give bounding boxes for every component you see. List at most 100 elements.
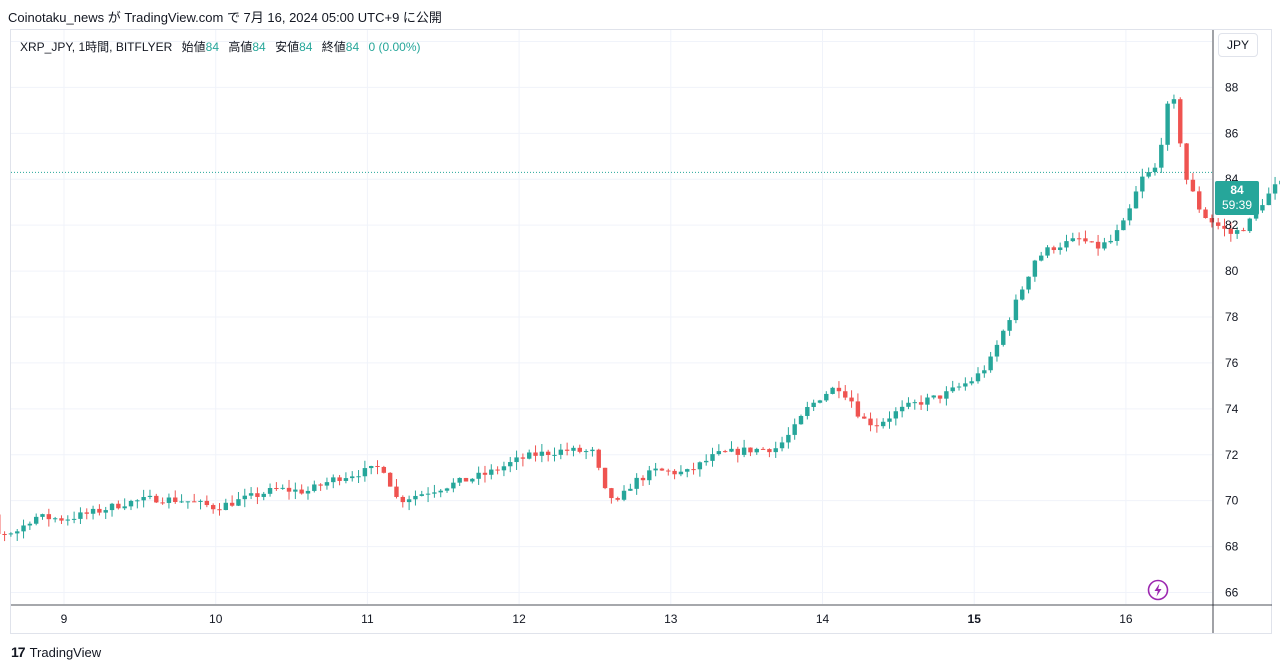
candle-body (331, 477, 336, 483)
candle-body (735, 448, 741, 455)
candle-body (748, 447, 753, 453)
y-tick-label: 72 (1225, 448, 1239, 462)
candle-body (71, 518, 77, 520)
legend-high-value: 84 (252, 40, 266, 54)
candle-body (552, 454, 557, 456)
bar-countdown: 59:39 (1221, 198, 1253, 212)
candle-body (248, 493, 254, 496)
candle-body (1095, 241, 1101, 249)
candle-body (337, 477, 342, 481)
candle-body (640, 477, 646, 481)
candle-body (52, 518, 58, 520)
candle-body (862, 416, 867, 419)
candle-body (318, 484, 323, 486)
x-tick-label: 11 (361, 612, 374, 626)
candle-body (963, 383, 968, 387)
candle-body (343, 478, 349, 481)
candle-body (1102, 242, 1107, 249)
candle-body (817, 400, 823, 403)
candle-body (508, 462, 513, 467)
candle-body (710, 454, 715, 461)
candle-body (432, 492, 437, 494)
candle-body (798, 415, 804, 425)
candle-body (1203, 209, 1208, 219)
candle-body (697, 462, 703, 470)
candle-body (59, 518, 64, 521)
candle-body (830, 387, 835, 394)
candle-body (400, 496, 405, 503)
candle-body (1051, 247, 1057, 251)
candle-body (571, 447, 576, 451)
candle-body (1127, 208, 1132, 221)
candle-body (229, 502, 235, 506)
candle-body (444, 488, 450, 491)
candle-body (198, 500, 203, 502)
candle-body (160, 502, 165, 504)
legend-symbol: XRP_JPY, 1時間, BITFLYER (20, 40, 173, 54)
candle-body (925, 397, 930, 405)
candle-body (192, 501, 197, 503)
candle-body (1013, 299, 1019, 321)
candle-body (109, 503, 115, 511)
x-tick-label: 13 (664, 612, 678, 626)
candle-body (1007, 320, 1012, 331)
y-tick-label: 88 (1225, 80, 1239, 94)
chart-frame[interactable] (10, 29, 1272, 634)
y-tick-label: 86 (1225, 126, 1239, 140)
candle-body (368, 465, 374, 469)
publish-caption: Coinotaku_news が TradingView.com で 7月 16… (8, 10, 442, 25)
candle-body (1140, 176, 1145, 192)
candle-body (476, 472, 481, 479)
candle-body (1222, 225, 1227, 229)
candle-body (1165, 103, 1170, 145)
axes: 6668707274767880828486889091011121314151… (11, 30, 1272, 633)
candle-body (975, 373, 981, 382)
candle-body (489, 469, 494, 475)
candle-body (868, 418, 873, 426)
candle-body (760, 448, 766, 450)
candle-body (1234, 230, 1240, 234)
candle-body (413, 495, 418, 500)
candle-body (937, 395, 943, 399)
footer-brand[interactable]: 17 TradingView (11, 644, 101, 660)
candle-body (223, 502, 229, 511)
candle-body (1089, 241, 1094, 243)
candle-body (312, 484, 317, 491)
candle-body (457, 477, 462, 483)
candle-body (1039, 255, 1044, 261)
candle-body (527, 452, 532, 459)
candle-body (956, 386, 962, 388)
legend-high-label: 高値 (228, 40, 253, 54)
candle-body (779, 442, 785, 449)
x-tick-label: 14 (816, 612, 830, 626)
currency-button[interactable]: JPY (1218, 33, 1258, 57)
candle-body (495, 469, 500, 471)
candle-body (425, 493, 431, 495)
candle-body (135, 500, 140, 502)
candle-body (166, 497, 172, 503)
candle-body (918, 402, 924, 405)
candle-body (602, 467, 608, 489)
candle-body (21, 525, 26, 532)
candle-body (1247, 218, 1252, 232)
candle-body (931, 395, 936, 398)
candle-body (1215, 222, 1221, 226)
lightning-icon[interactable] (1147, 579, 1169, 601)
candle-body (381, 466, 387, 473)
y-tick-label: 68 (1225, 540, 1239, 554)
candle-body (647, 470, 652, 481)
candle-body (1260, 205, 1265, 211)
candle-body (703, 460, 709, 463)
candle-body (210, 505, 216, 510)
candle-body (97, 508, 102, 513)
candle-body (1159, 144, 1164, 168)
tradingview-logo-icon: 17 (11, 644, 26, 660)
candle-body (1064, 241, 1069, 248)
candle-body (387, 472, 393, 487)
candle-body (463, 477, 469, 482)
candle-body (261, 493, 266, 497)
candle-body (773, 448, 778, 453)
candle-body (1083, 238, 1088, 242)
candle-body (2, 533, 7, 535)
